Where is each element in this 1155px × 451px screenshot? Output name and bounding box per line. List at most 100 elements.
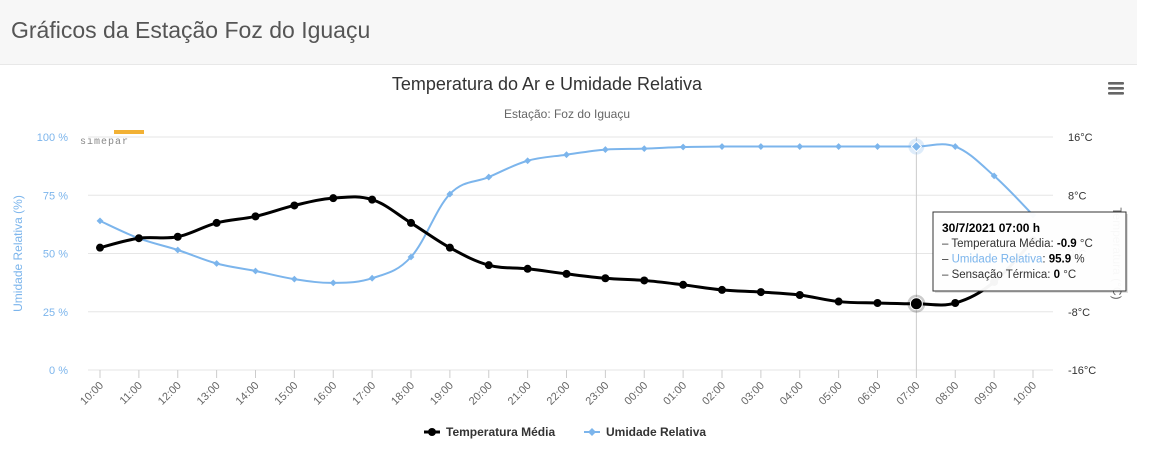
x-tick-label: 23:00 (584, 380, 612, 408)
chart-title: Temperatura do Ar e Umidade Relativa (392, 74, 703, 94)
temperature-point (601, 274, 610, 283)
humidity-point (718, 143, 726, 150)
x-tick-label: 01:00 (661, 380, 689, 408)
temperature-point (951, 299, 960, 308)
page-header: Gráficos da Estação Foz do Iguaçu (0, 0, 1137, 65)
y-left-tick-label: 25 % (43, 307, 68, 319)
y-right-tick-label: -8°C (1068, 307, 1090, 319)
temperature-point (445, 243, 454, 252)
humidity-point (601, 146, 609, 153)
x-tick-label: 11:00 (118, 380, 145, 407)
temperature-point (407, 218, 415, 227)
x-tick-label: 10:00 (1011, 380, 1039, 408)
x-tick-label: 04:00 (778, 380, 806, 408)
temperature-point-highlighted (909, 297, 923, 311)
temperature-point (756, 288, 765, 297)
x-tick-label: 17:00 (350, 380, 378, 408)
humidity-point (96, 217, 104, 225)
tooltip-box (932, 211, 1127, 292)
y-left-axis-title: Umidade Relativa (%) (11, 195, 25, 312)
x-tick-label: 06:00 (856, 380, 884, 408)
x-tick-label: 16:00 (311, 380, 339, 408)
humidity-point (951, 143, 959, 150)
humidity-point (679, 143, 687, 151)
x-tick-label: 12:00 (156, 380, 184, 408)
x-tick-label: 10:00 (78, 380, 106, 408)
humidity-point (252, 267, 259, 275)
tooltip-header: 30/7/2021 07:00 h (942, 221, 1040, 235)
temperature-point (368, 195, 377, 204)
temperature-point (134, 234, 143, 243)
humidity-point (368, 274, 376, 282)
temperature-point (640, 276, 649, 285)
legend-symbol-marker (428, 428, 436, 436)
humidity-point (874, 143, 881, 150)
humidity-point (174, 246, 182, 254)
page-title: Gráficos da Estação Foz do Iguaçu (11, 17, 371, 43)
humidity-point (446, 190, 454, 198)
x-tick-label: 15:00 (273, 380, 301, 408)
temperature-point (290, 201, 299, 210)
tooltip-row: – Sensação Térmica: 0 °C (942, 269, 1076, 281)
x-tick-label: 09:00 (972, 380, 1000, 408)
x-tick-label: 19:00 (428, 380, 456, 408)
tooltip-row: – Umidade Relativa: 95.9 % (942, 254, 1085, 266)
temperature-point (212, 218, 221, 227)
temperature-point (173, 232, 182, 241)
x-tick-label: 14:00 (234, 380, 262, 408)
y-right-tick-label: -16°C (1068, 365, 1096, 377)
tooltip: 30/7/2021 07:00 h – Temperatura Média: -0… (932, 211, 1128, 293)
x-tick-label: 05:00 (817, 380, 845, 408)
temperature-point (718, 285, 726, 294)
y-left-tick-label: 100 % (37, 132, 68, 144)
x-tick-label: 08:00 (933, 380, 961, 408)
x-tick-label: 03:00 (739, 380, 767, 408)
legend-symbol-marker (588, 428, 596, 436)
menu-icon[interactable] (1107, 80, 1125, 96)
temperature-point (251, 212, 260, 221)
temperature-point (523, 264, 532, 273)
y-right-tick-label: 8°C (1068, 190, 1087, 202)
temperature-point (834, 297, 843, 306)
series-line-temperatura-media (99, 195, 1035, 307)
temperature-point (96, 243, 104, 252)
humidity-point (213, 260, 221, 267)
legend-item-umidade-relativa[interactable]: Umidade Relativa (584, 425, 706, 439)
x-tick-label: 20:00 (467, 380, 495, 408)
humidity-point (990, 172, 998, 180)
humidity-point (485, 173, 493, 181)
humidity-point (796, 143, 804, 150)
humidity-point (290, 275, 298, 283)
legend-label: Umidade Relativa (606, 425, 706, 439)
temperature-point (329, 194, 338, 203)
x-tick-label: 02:00 (700, 380, 728, 408)
temperature-point (484, 261, 493, 270)
tooltip-row: – Temperatura Média: -0.9 °C (942, 238, 1093, 250)
chart-subtitle: Estação: Foz do Iguaçu (504, 107, 630, 121)
humidity-point (835, 143, 843, 150)
legend-item-temperatura-media[interactable]: Temperatura Média (424, 425, 555, 439)
x-tick-label: 18:00 (389, 380, 417, 408)
humidity-point (329, 279, 337, 287)
series-line-umidade-relativa (99, 143, 1034, 284)
x-tick-label: 13:00 (195, 380, 223, 408)
y-right-tick-label: 16°C (1068, 132, 1093, 144)
x-tick-label: 22:00 (545, 380, 573, 408)
simepar-logo: simepar (80, 130, 144, 148)
x-tick-label: 00:00 (622, 380, 650, 408)
humidity-point-highlighted (910, 140, 923, 153)
temperature-point (873, 299, 882, 308)
humidity-point (640, 145, 648, 153)
x-tick-label: 21:00 (506, 380, 534, 408)
x-tick-label: 07:00 (895, 380, 923, 408)
humidity-point (407, 253, 415, 261)
humidity-point (524, 157, 532, 165)
logo-text: simepar (80, 136, 129, 148)
y-left-tick-label: 0 % (49, 365, 68, 377)
y-left-tick-label: 50 % (43, 249, 68, 261)
temperature-point (679, 280, 688, 289)
legend-label: Temperatura Média (446, 425, 555, 439)
temperature-point (562, 269, 571, 278)
humidity-point (757, 143, 765, 150)
